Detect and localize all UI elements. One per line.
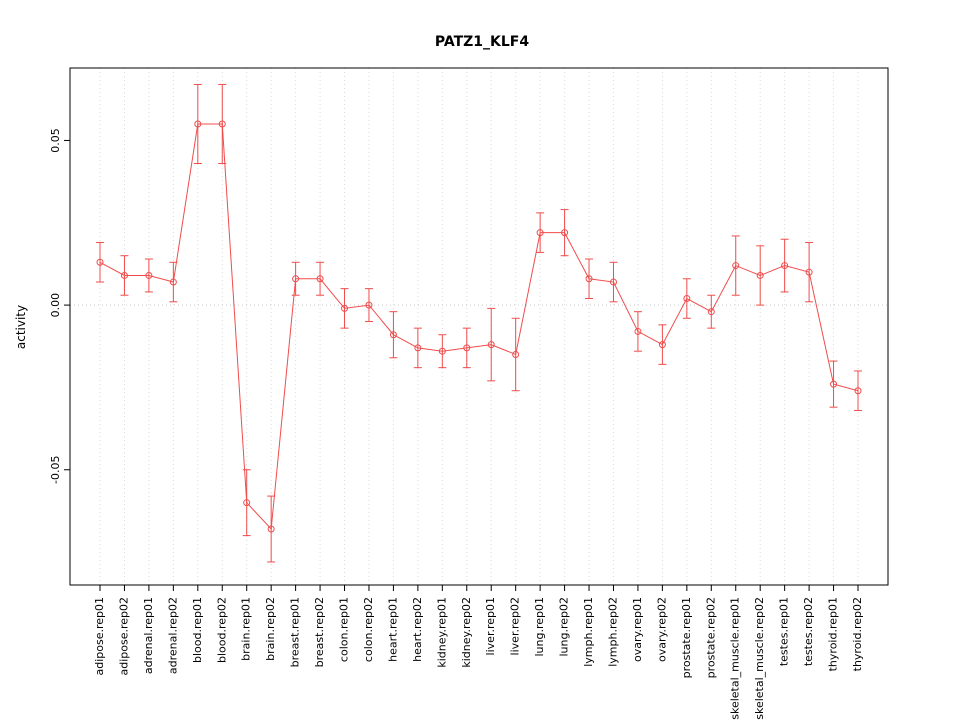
data-point <box>536 229 544 237</box>
data-point <box>169 278 177 286</box>
x-tick-label: brain.rep01 <box>240 597 253 661</box>
data-point <box>389 331 397 339</box>
data-point <box>267 525 275 533</box>
x-tick-label: liver.rep02 <box>509 597 522 655</box>
data-point <box>120 271 128 279</box>
x-tick-label: adrenal.rep02 <box>166 597 179 674</box>
data-point <box>487 341 495 349</box>
y-tick-label: 0.05 <box>49 128 62 153</box>
x-tick-label: lung.rep01 <box>533 597 546 657</box>
data-point <box>658 341 666 349</box>
x-tick-label: heart.rep02 <box>411 597 424 662</box>
x-tick-label: thyroid.rep01 <box>827 597 840 671</box>
x-tick-label: adrenal.rep01 <box>142 597 155 674</box>
x-tick-label: testes.rep01 <box>778 597 791 666</box>
y-tick-label: 0.00 <box>49 293 62 318</box>
x-tick-label: blood.rep02 <box>215 597 228 663</box>
data-point <box>463 344 471 352</box>
data-point <box>854 387 862 395</box>
x-tick-label: heart.rep01 <box>386 597 399 662</box>
data-point <box>561 229 569 237</box>
data-point <box>805 268 813 276</box>
data-point <box>634 327 642 335</box>
plot-area: adipose.rep01 adipose.rep02 adrenal.rep01 a… <box>49 67 889 720</box>
data-point <box>585 275 593 283</box>
data-point <box>194 120 202 128</box>
x-tick-label: ovary.rep02 <box>655 597 668 662</box>
data-point <box>756 271 764 279</box>
x-tick-label: lymph.rep02 <box>606 597 619 667</box>
x-tick-label: blood.rep01 <box>191 597 204 663</box>
x-tick-label: colon.rep01 <box>338 597 351 662</box>
x-tick-label: skeletal_muscle.rep02 <box>753 597 766 720</box>
x-tick-label: colon.rep02 <box>362 597 375 662</box>
x-tick-label: breast.rep02 <box>313 597 326 667</box>
y-axis-label: activity <box>14 305 28 349</box>
data-point <box>243 499 251 507</box>
data-point <box>438 347 446 355</box>
x-tick-label: kidney.rep01 <box>435 597 448 668</box>
data-point <box>365 301 373 309</box>
data-point <box>707 308 715 316</box>
x-tick-label: thyroid.rep02 <box>851 597 864 671</box>
plot-border <box>69 67 889 586</box>
x-tick-label: adipose.rep01 <box>93 597 106 676</box>
data-point <box>218 120 226 128</box>
x-tick-label: testes.rep02 <box>802 597 815 666</box>
x-tick-label: liver.rep01 <box>484 597 497 655</box>
series-line <box>99 123 859 531</box>
x-tick-label: adipose.rep02 <box>117 597 130 676</box>
x-tick-label: prostate.rep01 <box>680 597 693 678</box>
data-point <box>145 271 153 279</box>
y-tick-label: -0.05 <box>49 456 62 484</box>
x-tick-label: ovary.rep01 <box>631 597 644 662</box>
data-point <box>683 295 691 303</box>
data-point <box>732 262 740 270</box>
x-tick-label: skeletal_muscle.rep01 <box>729 597 742 720</box>
data-point <box>341 304 349 312</box>
data-point <box>316 275 324 283</box>
x-tick-label: lymph.rep01 <box>582 597 595 667</box>
x-tick-label: brain.rep02 <box>264 597 277 661</box>
data-point <box>414 344 422 352</box>
chart-title: PATZ1_KLF4 <box>435 34 529 50</box>
data-point <box>609 278 617 286</box>
data-point <box>781 262 789 270</box>
data-point <box>292 275 300 283</box>
data-point <box>830 380 838 388</box>
x-tick-label: kidney.rep02 <box>460 597 473 668</box>
data-point <box>96 258 104 266</box>
x-tick-label: lung.rep02 <box>558 597 571 657</box>
data-point <box>512 350 520 358</box>
x-tick-label: prostate.rep02 <box>704 597 717 678</box>
x-tick-label: breast.rep01 <box>289 597 302 667</box>
